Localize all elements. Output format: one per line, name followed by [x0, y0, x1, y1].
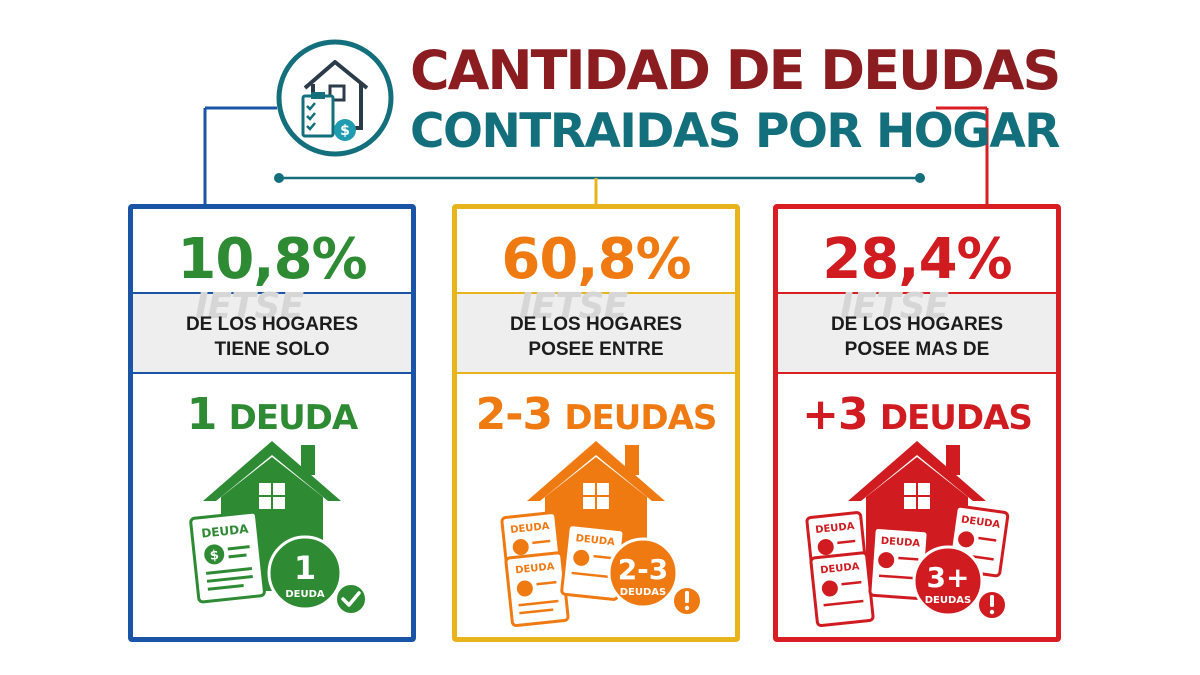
count-badge: 3+ DEUDAS — [912, 545, 984, 617]
count-word: DEUDAS — [564, 398, 717, 438]
badge-number: 1 — [294, 549, 316, 587]
count-badge: 1 DEUDA — [267, 535, 343, 611]
card-description: DE LOS HOGARES POSEE MAS DE — [778, 312, 1056, 363]
exclamation-circle-icon — [672, 586, 702, 616]
check-circle-icon — [335, 583, 367, 615]
card-description: DE LOS HOGARES POSEE ENTRE — [457, 312, 735, 363]
svg-text:DEUDA: DEUDA — [515, 561, 555, 576]
house-document-icon: $ — [276, 39, 394, 157]
desc-line-1: DE LOS HOGARES — [185, 314, 359, 335]
count-word: DEUDAS — [879, 398, 1033, 438]
doc-label: DEUDA — [201, 522, 250, 541]
badge-number: 3+ — [927, 561, 970, 594]
desc-line-1: DE LOS HOGARES — [830, 314, 1004, 335]
watermark: IETSE — [519, 286, 628, 327]
desc-line-2: POSEE ENTRE — [528, 339, 664, 361]
debt-document-icon: DEUDA — [504, 551, 570, 628]
card-description-band: IETSE DE LOS HOGARES TIENE SOLO — [133, 286, 411, 374]
svg-text:DEUDA: DEUDA — [820, 561, 860, 576]
title-line-2: CONTRAIDAS POR HOGAR — [410, 104, 1060, 159]
house-debt-illustration: DEUDA $ 1 DEUDA — [189, 441, 367, 615]
svg-text:DEUDA: DEUDA — [960, 514, 1001, 530]
title-line-1: CANTIDAD DE DEUDAS — [410, 39, 1061, 102]
svg-text:DEUDA: DEUDA — [575, 533, 615, 548]
svg-text:DEUDA: DEUDA — [880, 536, 920, 550]
watermark: IETSE — [195, 286, 304, 327]
svg-text:$: $ — [209, 548, 220, 564]
watermark: IETSE — [840, 286, 949, 327]
svg-text:DEUDA: DEUDA — [815, 521, 855, 536]
desc-line-1: DE LOS HOGARES — [509, 314, 683, 335]
badge-word: DEUDAS — [925, 595, 972, 606]
card-more-than-three-debts: 28,4% IETSE DE LOS HOGARES POSEE MAS DE … — [773, 204, 1061, 642]
svg-text:$: $ — [340, 123, 350, 139]
card-count: +3 DEUDAS — [778, 389, 1056, 440]
badge-word: DEUDA — [285, 589, 325, 600]
card-one-debt: 10,8% IETSE DE LOS HOGARES TIENE SOLO 1 … — [128, 204, 416, 642]
card-count: 1 DEUDA — [133, 389, 411, 440]
card-description-band: IETSE DE LOS HOGARES POSEE ENTRE — [457, 286, 735, 374]
card-percent: 10,8% — [177, 227, 367, 292]
count-number: +3 — [802, 389, 868, 440]
card-two-three-debts: 60,8% IETSE DE LOS HOGARES POSEE ENTRE 2… — [452, 204, 740, 642]
count-word: DEUDA — [228, 398, 359, 438]
badge-number: 2-3 — [618, 553, 669, 586]
desc-line-2: POSEE MAS DE — [844, 339, 990, 361]
debt-document-icon: DEUDA $ — [189, 510, 266, 604]
count-number: 2-3 — [475, 389, 553, 440]
svg-text:DEUDA: DEUDA — [510, 521, 550, 536]
card-count: 2-3 DEUDAS — [457, 389, 735, 440]
card-percent: 60,8% — [501, 227, 691, 292]
infographic-title: CANTIDAD DE DEUDAS CONTRAIDAS POR HOGAR — [410, 39, 1061, 159]
house-debt-illustration: DEUDA DEUDA DEUDA DEUDA — [805, 441, 1010, 628]
exclamation-circle-icon — [977, 590, 1007, 620]
card-percent: 28,4% — [822, 227, 1012, 292]
card-description-band: IETSE DE LOS HOGARES POSEE MAS DE — [778, 286, 1056, 374]
count-badge: 2-3 DEUDAS — [607, 537, 679, 609]
card-description: DE LOS HOGARES TIENE SOLO — [133, 312, 411, 363]
house-debt-illustration: DEUDA DEUDA DEUDA 2-3 DEUDAS — [500, 441, 702, 628]
count-number: 1 — [186, 389, 218, 440]
debt-document-icon: DEUDA — [809, 551, 875, 628]
desc-line-2: TIENE SOLO — [214, 339, 330, 361]
badge-word: DEUDAS — [620, 587, 667, 598]
